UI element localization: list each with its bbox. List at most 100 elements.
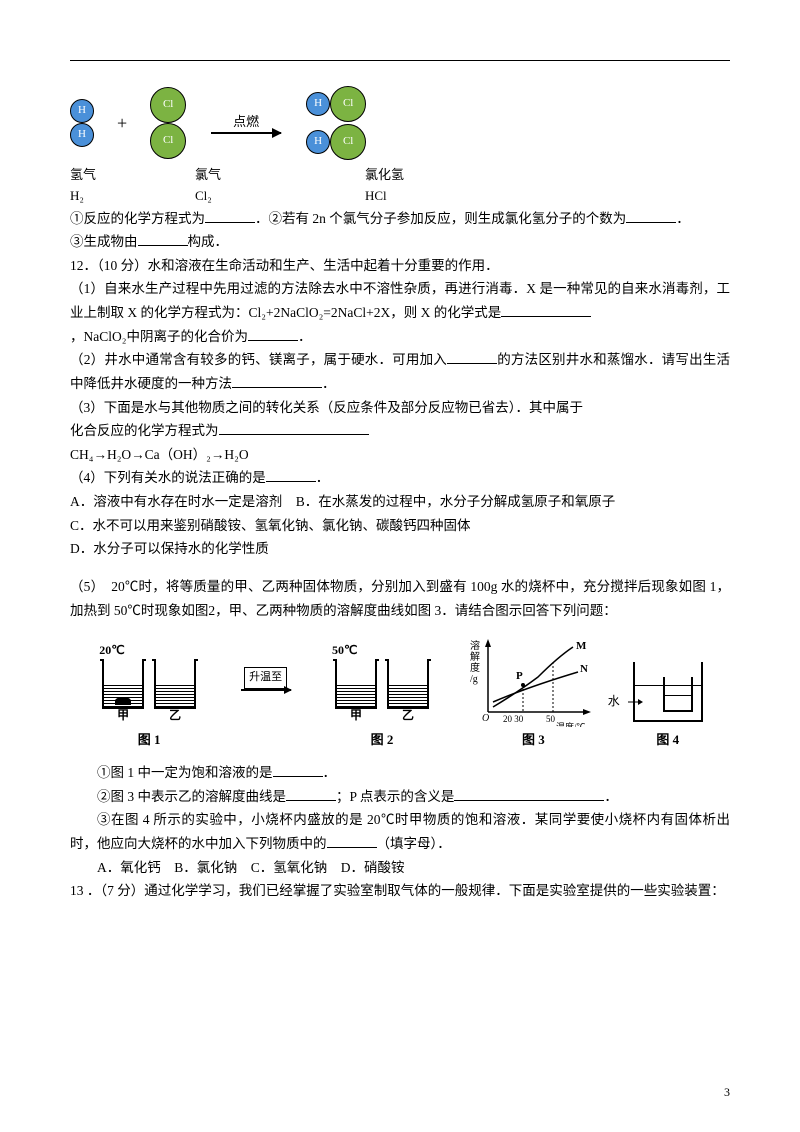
blank-field — [205, 222, 255, 223]
beaker-icon: 20℃ 甲 — [102, 659, 144, 709]
q12-header: 12．（10 分）水和溶液在生命活动和生产、生活中起着十分重要的作用． — [70, 254, 730, 278]
cl-atom-icon: Cl — [150, 123, 186, 159]
q12-sub2b: ；P 点表示的含义是 — [336, 789, 454, 804]
q11-part1b: ．②若有 2n 个氯气分子参加反应，则生成氯化氢分子的个数为 — [255, 211, 626, 226]
heat-arrow: 升温至 — [241, 667, 291, 691]
q12-p3b: 化合反应的化学方程式为 — [70, 423, 219, 438]
h-atom-icon: H — [306, 130, 330, 154]
svg-text:解: 解 — [470, 650, 480, 663]
outer-beaker-icon — [633, 662, 703, 722]
blank-field — [273, 776, 323, 777]
figure-1: 20℃ 甲 乙 图 1 — [97, 659, 201, 751]
page-top-line — [70, 60, 730, 61]
q12-p3: （3）下面是水与其他物质之间的转化关系（反应条件及部分反应物已省去）．其中属于 — [70, 396, 730, 420]
q11-part3: ③生成物由 — [70, 234, 138, 249]
beaker-icon: 50℃ 甲 — [335, 659, 377, 709]
hydrogen-molecule: H H — [70, 99, 94, 147]
h-atom-icon: H — [70, 99, 94, 123]
q12-p1a: （1）自来水生产过程中先用过滤的方法除去水中不溶性杂质，再进行消毒．X 是一种常… — [70, 281, 730, 320]
q12-p2a: （2）井水中通常含有较多的钙、镁离子，属于硬水．可用加入 — [70, 352, 447, 367]
blank-field — [232, 387, 322, 388]
blank-field — [626, 222, 676, 223]
cl-atom-icon: Cl — [330, 86, 366, 122]
y-axis-label: 溶 — [470, 639, 480, 652]
svg-text:温度/℃: 温度/℃ — [556, 721, 586, 727]
q12-p4-end: ． — [316, 470, 330, 485]
q12-sub2-end: ． — [604, 789, 618, 804]
svg-text:度: 度 — [470, 661, 480, 674]
h-atom-icon: H — [306, 92, 330, 116]
heat-label: 升温至 — [244, 667, 287, 689]
blank-field — [248, 340, 298, 341]
q11-part3-end: 构成． — [188, 234, 229, 249]
inner-beaker-icon — [663, 677, 693, 712]
q12-equation: CH₄→H₂O→Ca（OH）₂→H₂O — [70, 443, 730, 467]
hcl-formula: HCl — [365, 186, 425, 207]
q12-p2c: ． — [322, 376, 336, 391]
fig2-label: 图 2 — [371, 730, 394, 751]
fig3-label: 图 3 — [522, 730, 545, 751]
q12-p4: （4）下列有关水的说法正确的是 — [70, 470, 266, 485]
question-text-body: ①反应的化学方程式为 ．②若有 2n 个氯气分子参加反应，则生成氯化氢分子的个数为… — [70, 207, 730, 623]
q11-part1c: ． — [676, 211, 690, 226]
chlorine-molecule: Cl Cl — [150, 87, 186, 159]
chemical-reaction-diagram: H H + Cl Cl 点燃 H Cl H Cl — [70, 86, 730, 160]
q12-p5: （5） 20℃时，将等质量的甲、乙两种固体物质，分别加入到盛有 100g 水的烧… — [70, 575, 730, 622]
q12-sub3b: （填字母）． — [377, 836, 451, 851]
fig1-label: 图 1 — [138, 730, 161, 751]
chlorine-label: 氯气 — [195, 165, 245, 186]
hydrogen-label: 氢气 — [70, 165, 120, 186]
blank-field — [501, 316, 591, 317]
blank-field — [138, 245, 188, 246]
temp-label: 50℃ — [332, 641, 357, 660]
blank-field — [286, 800, 336, 801]
q12-optD: D．水分子可以保持水的化学性质 — [70, 537, 730, 561]
q13-text: 13 ．（7 分）通过化学学习，我们已经掌握了实验室制取气体的一般规律．下面是实… — [70, 879, 730, 903]
h-atom-icon: H — [70, 123, 94, 147]
hcl-product: H Cl H Cl — [306, 86, 366, 160]
svg-text:/g: /g — [470, 674, 478, 685]
blank-field — [447, 363, 497, 364]
q12-optA: A．溶液中有水存在时水一定是溶剂 B．在水蒸发的过程中，水分子分解成氢原子和氧原… — [70, 490, 730, 514]
ignite-label: 点燃 — [233, 112, 259, 133]
figure-2: 50℃ 甲 乙 图 2 — [330, 659, 434, 751]
h2-formula: H₂ — [70, 186, 120, 207]
beaker-icon: 乙 — [154, 659, 196, 709]
page-number: 3 — [724, 1083, 730, 1102]
figure-3-chart: 溶 解 度 /g M N P O 20 30 50 温度/℃ 图 3 — [468, 637, 598, 751]
beaker-icon: 乙 — [387, 659, 429, 709]
beaker-label-jia: 甲 — [117, 706, 129, 725]
blank-field — [266, 481, 316, 482]
q12-sub1-end: ． — [323, 765, 337, 780]
blank-field — [454, 800, 604, 801]
beaker-label-yi: 乙 — [402, 706, 414, 725]
beaker-label-jia: 甲 — [350, 706, 362, 725]
q12-sub2a: ②图 3 中表示乙的溶解度曲线是 — [97, 789, 286, 804]
plus-sign: + — [117, 109, 127, 138]
fig4-label: 图 4 — [656, 730, 679, 751]
q12-sub3-opts: A．氧化钙 B．氯化钠 C．氢氧化钠 D．硝酸铵 — [70, 856, 730, 880]
reaction-arrow: 点燃 — [211, 112, 281, 135]
question-continuation: ①图 1 中一定为饱和溶液的是． ②图 3 中表示乙的溶解度曲线是；P 点表示的… — [70, 761, 730, 903]
q12-p1b: ，NaClO₂中阴离子的化合价为 — [70, 329, 248, 344]
svg-text:N: N — [580, 663, 588, 675]
blank-field — [327, 847, 377, 848]
svg-text:P: P — [516, 670, 523, 682]
figures-row: 20℃ 甲 乙 图 1 升温至 50℃ 甲 乙 — [70, 637, 730, 751]
svg-text:20 30: 20 30 — [503, 714, 524, 724]
cl-atom-icon: Cl — [150, 87, 186, 123]
figure-4: 水 图 4 — [633, 662, 703, 751]
temp-label: 20℃ — [99, 641, 124, 660]
q12-optC: C．水不可以用来鉴别硝酸铵、氢氧化钠、氯化钠、碳酸钙四种固体 — [70, 514, 730, 538]
svg-text:M: M — [576, 640, 587, 652]
cl-atom-icon: Cl — [330, 124, 366, 160]
molecule-labels-row: 氢气 H₂ 氯气 Cl₂ 氯化氢 HCl — [70, 165, 730, 207]
solubility-chart: 溶 解 度 /g M N P O 20 30 50 温度/℃ — [468, 637, 598, 727]
water-label: 水 — [608, 692, 620, 711]
blank-field — [219, 434, 369, 435]
svg-text:50: 50 — [546, 714, 556, 724]
q12-p1c: ． — [298, 329, 312, 344]
q11-part1: ①反应的化学方程式为 — [70, 211, 205, 226]
hcl-label: 氯化氢 — [365, 165, 425, 186]
beaker-label-yi: 乙 — [169, 706, 181, 725]
